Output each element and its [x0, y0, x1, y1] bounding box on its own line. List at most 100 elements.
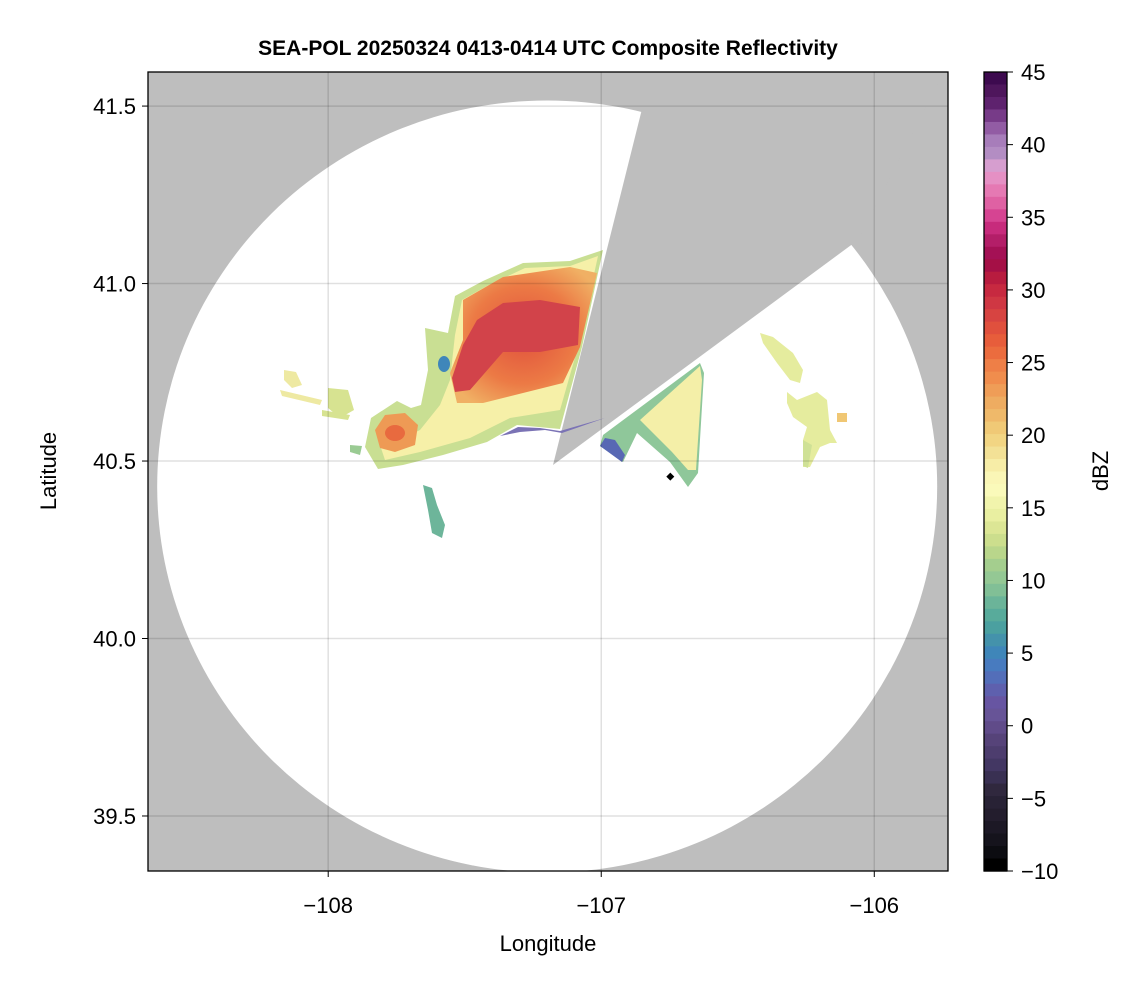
colorbar-level	[984, 621, 1007, 635]
colorbar-level	[984, 159, 1007, 173]
echo-west-band-1	[284, 370, 302, 388]
colorbar-level	[984, 496, 1007, 510]
colorbar-level	[984, 434, 1007, 448]
x-tick-label: −107	[576, 893, 626, 918]
colorbar-level	[984, 683, 1007, 697]
echo-west-band-3	[328, 388, 354, 418]
colorbar-level	[984, 309, 1007, 323]
echo-west-band-5	[350, 445, 362, 455]
colorbar-level	[984, 421, 1007, 435]
colorbar-level	[984, 833, 1007, 847]
colorbar-level	[984, 446, 1007, 460]
colorbar-level	[984, 696, 1007, 710]
colorbar-level	[984, 558, 1007, 572]
colorbar-level	[984, 746, 1007, 760]
colorbar-level	[984, 259, 1007, 273]
colorbar-level	[984, 409, 1007, 423]
plot-area	[148, 72, 948, 871]
colorbar-tick-label: 10	[1021, 568, 1045, 593]
colorbar-level	[984, 571, 1007, 585]
colorbar-level	[984, 334, 1007, 348]
colorbar-tick-label: 25	[1021, 351, 1045, 376]
colorbar-tick-label: −5	[1021, 786, 1046, 811]
colorbar-level	[984, 209, 1007, 223]
colorbar-level	[984, 796, 1007, 810]
y-tick-label: 41.0	[93, 272, 136, 297]
colorbar-level	[984, 271, 1007, 285]
colorbar-level	[984, 296, 1007, 310]
colorbar-level	[984, 359, 1007, 373]
colorbar-level	[984, 771, 1007, 785]
colorbar-level	[984, 808, 1007, 822]
y-axis-label: Latitude	[36, 432, 61, 510]
colorbar-level	[984, 246, 1007, 260]
colorbar-level	[984, 346, 1007, 360]
colorbar-level	[984, 384, 1007, 398]
colorbar-level	[984, 121, 1007, 136]
colorbar: 45 40 35 30 25 20 15 10 5 0 −5 −10	[983, 60, 1058, 884]
colorbar-level	[984, 184, 1007, 198]
blocked-beam-sector	[553, 72, 944, 465]
y-tick-label: 41.5	[93, 94, 136, 119]
echo-far-east-band-1	[760, 333, 803, 383]
colorbar-tick-label: 0	[1021, 714, 1033, 739]
colorbar-level	[984, 708, 1007, 722]
echo-far-east-band-2	[787, 392, 837, 467]
colorbar-level	[984, 821, 1007, 835]
colorbar-tick-label: 40	[1021, 133, 1045, 158]
echo-east-wedge-yellow	[640, 366, 702, 470]
echo-main-cell-max	[452, 300, 580, 392]
colorbar-tick-label: −10	[1021, 859, 1058, 884]
colorbar-tick-label: 5	[1021, 641, 1033, 666]
colorbar-level	[984, 533, 1007, 548]
colorbar-frame	[983, 71, 1008, 872]
colorbar-tick-label: 35	[1021, 205, 1045, 230]
y-tick-label: 40.5	[93, 449, 136, 474]
y-tick-label: 40.0	[93, 627, 136, 652]
plot-frame	[147, 71, 949, 872]
colorbar-level	[984, 521, 1007, 535]
colorbar-level	[984, 483, 1007, 498]
colorbar-level	[984, 583, 1007, 597]
colorbar-level	[984, 546, 1007, 560]
x-tick-label: −108	[303, 893, 353, 918]
colorbar-label: dBZ	[1088, 451, 1113, 491]
colorbar-tick-label: 45	[1021, 60, 1045, 85]
colorbar-level	[984, 284, 1007, 298]
x-axis: −108 −107 −106	[303, 871, 899, 918]
colorbar-level	[984, 596, 1007, 610]
echo-east-wedge-fringe	[600, 438, 625, 462]
colorbar-level	[984, 646, 1007, 660]
y-axis: 39.5 40.0 40.5 41.0 41.5	[93, 94, 148, 829]
colorbar-level	[984, 733, 1007, 747]
diamond-marker	[666, 472, 675, 481]
echo-far-east-band-3	[803, 440, 812, 468]
colorbar-level	[984, 459, 1007, 473]
colorbar-level	[984, 221, 1007, 235]
echo-west-band-2	[280, 390, 322, 405]
echo-far-east-cell	[837, 413, 847, 422]
colorbar-tick-label: 30	[1021, 278, 1045, 303]
colorbar-level	[984, 858, 1007, 872]
chart-title: SEA-POL 20250324 0413-0414 UTC Composite…	[258, 37, 838, 60]
colorbar-level	[984, 171, 1007, 185]
colorbar-level	[984, 633, 1007, 647]
echo-blue-spot	[438, 356, 450, 372]
x-tick-label: −106	[849, 893, 899, 918]
echo-west-band-4	[322, 410, 350, 420]
colorbar-level	[984, 134, 1007, 148]
colorbar-level	[984, 321, 1007, 335]
colorbar-level	[984, 146, 1007, 160]
colorbar-level	[984, 234, 1007, 248]
colorbar-level	[984, 196, 1007, 210]
colorbar-level	[984, 758, 1007, 772]
colorbar-tick-label: 20	[1021, 423, 1045, 448]
colorbar-level	[984, 109, 1007, 123]
colorbar-level	[984, 658, 1007, 672]
colorbar-level	[984, 846, 1007, 860]
colorbar-level	[984, 783, 1007, 797]
colorbar-level	[984, 471, 1007, 485]
echo-main-cell-fringe	[500, 418, 605, 436]
colorbar-level	[984, 671, 1007, 685]
